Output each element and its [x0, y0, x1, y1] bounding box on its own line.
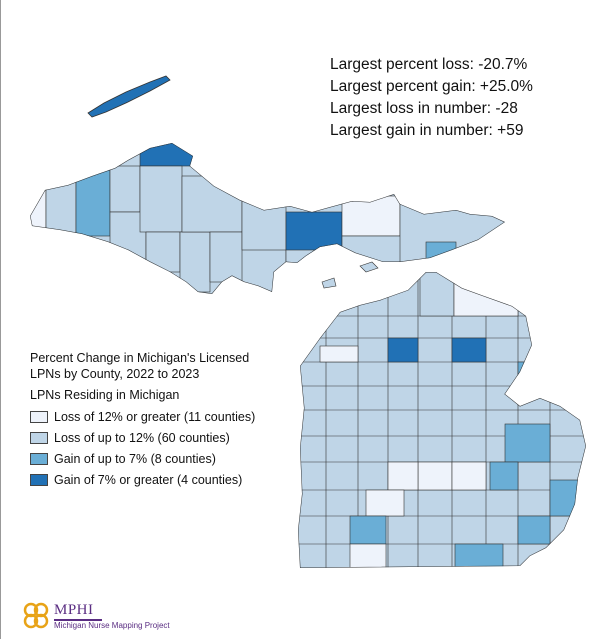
legend-swatch — [30, 431, 48, 444]
county-ionia — [417, 461, 453, 491]
legend-swatch — [30, 410, 48, 423]
county-chippewa-east — [399, 199, 505, 267]
legend-label: Loss of up to 12% (60 counties) — [54, 430, 230, 445]
county-st-joseph — [349, 543, 387, 568]
county-drummond-island — [425, 241, 457, 269]
largest-loss-number: Largest loss in number: -28 — [330, 100, 518, 117]
county-oscoda — [451, 337, 487, 363]
county-delta — [209, 231, 243, 283]
legend-label: Loss of 12% or greater (11 counties) — [54, 409, 256, 424]
largest-gain-number: Largest gain in number: +59 — [330, 122, 524, 139]
legend-item-gain-up-to-7: Gain of up to 7% (8 counties) — [30, 448, 280, 469]
county-ontonagon — [45, 179, 77, 237]
legend-subtitle: LPNs Residing in Michigan — [30, 388, 180, 402]
county-dickinson — [145, 231, 181, 273]
county-emmet — [419, 272, 455, 317]
county-presque-isle — [453, 279, 519, 317]
legend-swatch — [30, 473, 48, 486]
island-shape — [321, 277, 337, 289]
mphi-logo-icon — [23, 602, 49, 629]
county-lapeer — [504, 423, 551, 463]
mphi-logo: MPHI Michigan Nurse Mapping Project — [22, 600, 222, 634]
county-tuscola — [489, 461, 519, 491]
county-keweenaw — [139, 143, 196, 167]
county-schoolcraft — [241, 199, 287, 251]
island-shape — [359, 261, 379, 273]
largest-percent-gain: Largest percent gain: +25.0% — [330, 78, 533, 95]
stats-panel: Largest percent loss: -20.7% Largest per… — [330, 54, 533, 142]
county-wayne — [517, 515, 551, 545]
county-shiawassee — [451, 461, 487, 491]
legend-item-loss-up-to-12: Loss of up to 12% (60 counties) — [30, 427, 280, 448]
county-marquette — [139, 165, 183, 233]
map-legend: Percent Change in Michigan's Licensed LP… — [30, 350, 280, 490]
county-leelanau-north — [319, 345, 359, 363]
county-monroe — [454, 543, 504, 568]
county-kalkaska — [387, 337, 419, 363]
legend-label: Gain of 7% or greater (4 counties) — [54, 472, 243, 487]
county-houghton — [75, 169, 111, 237]
logo-subtitle: Michigan Nurse Mapping Project — [54, 621, 170, 630]
county-mackinac — [285, 249, 347, 271]
county-menominee — [179, 231, 211, 293]
logo-name: MPHI — [54, 602, 94, 618]
legend-label: Gain of up to 7% (8 counties) — [54, 451, 216, 466]
county-baraga — [109, 165, 141, 213]
frame-border — [0, 0, 1, 639]
legend-swatch — [30, 452, 48, 465]
logo-underline — [54, 619, 102, 621]
largest-percent-loss: Largest percent loss: -20.7% — [330, 56, 528, 73]
legend-item-gain-7-or-more: Gain of 7% or greater (4 counties) — [30, 469, 280, 490]
county-van-buren — [349, 515, 387, 545]
county-kent-south — [387, 461, 419, 491]
legend-item-loss-12-or-more: Loss of 12% or greater (11 counties) — [30, 406, 280, 427]
legend-title: Percent Change in Michigan's Licensed LP… — [30, 351, 250, 381]
isle-royale-county-shape — [87, 75, 171, 118]
county-allegan — [365, 489, 405, 517]
